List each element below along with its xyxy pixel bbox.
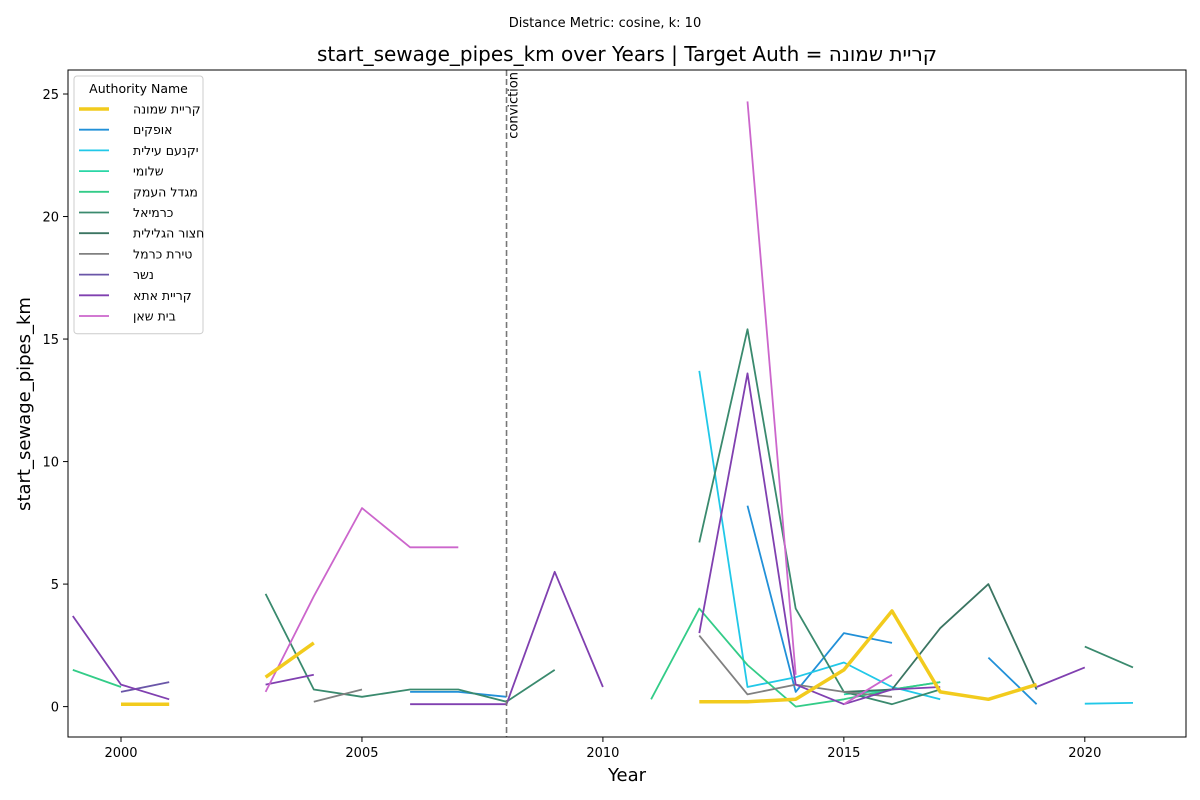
conviction-label: conviction [507, 72, 522, 139]
legend-label-1: אופקים [133, 122, 173, 137]
data-layer [72, 101, 1134, 708]
legend-label-7: טירת כרמל [133, 246, 192, 261]
legend-label-2: יקנעם עילית [133, 143, 199, 158]
chart-suptitle: Distance Metric: cosine, k: 10 [509, 16, 701, 31]
legend-title: Authority Name [89, 81, 188, 96]
series-line-4-segment-0 [72, 669, 122, 688]
series-line-9-segment-0 [72, 615, 170, 701]
series-line-10-segment-1 [746, 101, 797, 675]
chart-title: start_sewage_pipes_km over Years | Targe… [317, 42, 937, 66]
legend-label-5: כרמיאל [133, 205, 173, 220]
series-8 [120, 681, 170, 693]
series-6 [843, 583, 1038, 693]
legend-label-0: קריית שמונה [133, 102, 201, 117]
series-line-9-segment-1 [265, 673, 314, 686]
series-line-2-segment-1 [1084, 702, 1134, 705]
y-tick-label: 5 [51, 578, 59, 593]
series-line-7-segment-0 [313, 688, 363, 703]
y-tick-label: 15 [42, 333, 59, 348]
x-tick-label: 2005 [345, 746, 378, 761]
x-tick-label: 2015 [827, 746, 860, 761]
legend-box [73, 75, 204, 335]
x-axis-label: Year [607, 765, 647, 786]
legend-label-4: מגדל העמק [133, 184, 198, 199]
legend-label-10: בית שאן [133, 309, 176, 324]
series-line-0-segment-2 [699, 609, 1038, 704]
series-line-9-segment-4 [1036, 666, 1086, 688]
legend-label-3: שלומי [133, 164, 164, 179]
x-tick-label: 2010 [586, 746, 619, 761]
series-line-0-segment-1 [264, 641, 315, 679]
y-tick-label: 0 [51, 701, 59, 716]
series-line-10-segment-0 [264, 507, 459, 693]
x-axis: 2000 2005 2010 2015 2020 [104, 737, 1101, 761]
y-axis-label: start_sewage_pipes_km [14, 297, 35, 511]
series-line-5-segment-2 [1084, 645, 1134, 669]
y-tick-label: 20 [42, 211, 59, 226]
legend-label-9: קריית אתא [133, 288, 192, 303]
y-axis: 0 5 10 15 20 25 [42, 88, 68, 716]
series-line-1-segment-0 [410, 691, 507, 698]
series-10 [264, 101, 893, 705]
series-line-8-segment-0 [120, 681, 170, 693]
series-0 [121, 609, 1038, 706]
legend-label-6: חצור הגלילית [133, 226, 204, 241]
series-line-10-segment-2 [843, 674, 893, 705]
legend-label-8: נשר [133, 267, 154, 282]
plot-frame [67, 69, 1187, 738]
series-line-6-segment-0 [843, 583, 1038, 693]
y-tick-label: 10 [42, 456, 59, 471]
series-line-1-segment-2 [987, 656, 1038, 705]
series-line-5-segment-1 [698, 328, 941, 706]
series-line-9-segment-3 [698, 372, 941, 706]
x-tick-label: 2020 [1068, 746, 1101, 761]
y-tick-label: 25 [42, 88, 59, 103]
x-tick-label: 2000 [104, 746, 137, 761]
legend: Authority Name קריית שמונה אופקים יקנעם עיל… [73, 75, 204, 335]
annotation-layer: conviction [505, 70, 522, 737]
